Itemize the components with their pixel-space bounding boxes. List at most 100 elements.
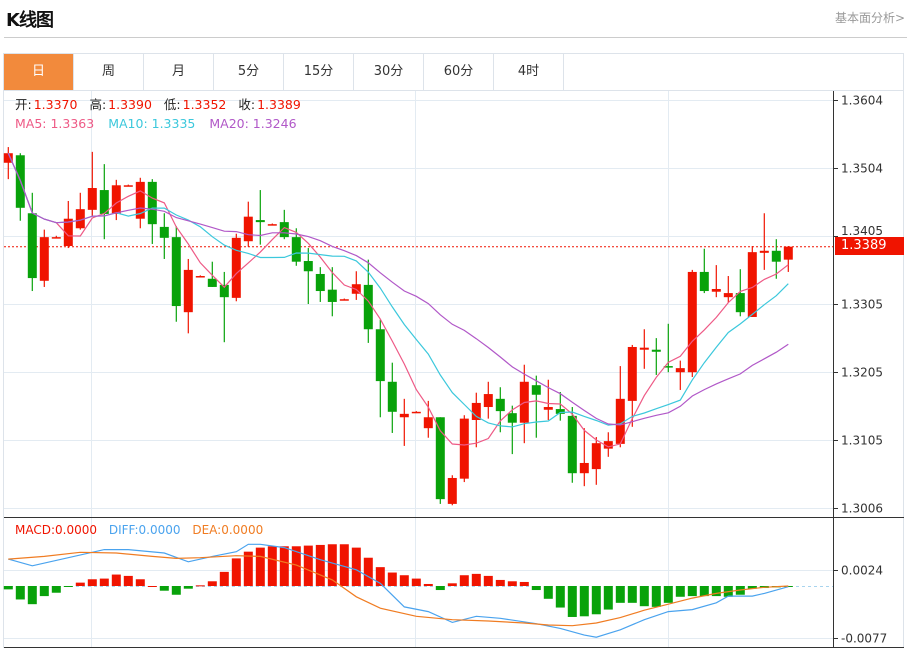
macd-bar <box>243 551 253 586</box>
fundamental-analysis-link[interactable]: 基本面分析> <box>834 11 905 25</box>
diff-line <box>8 543 789 638</box>
candle <box>555 392 565 421</box>
macd-bar <box>39 586 49 597</box>
period-tabs: 日 周 月 5分 15分 30分 60分 4时 <box>4 54 904 91</box>
candle <box>315 267 325 302</box>
candle <box>327 267 337 317</box>
candle <box>75 192 85 230</box>
candle-body <box>219 284 229 298</box>
candle <box>591 437 601 485</box>
candle <box>159 213 169 259</box>
candle <box>459 415 469 483</box>
candle-body <box>111 185 121 214</box>
macd-legend: MACD:0.0000 DIFF:0.0000 DEA:0.0000 <box>15 522 265 538</box>
candle <box>411 411 421 414</box>
candle-body <box>375 329 385 382</box>
candle-body <box>699 271 709 292</box>
macd-bar <box>615 586 625 603</box>
candle-body <box>87 188 97 210</box>
tab-day[interactable]: 日 <box>4 54 74 90</box>
candle <box>483 381 493 419</box>
candle-body <box>435 417 445 500</box>
macd-bar <box>495 579 505 586</box>
tab-60min[interactable]: 60分 <box>424 54 494 90</box>
candle <box>99 164 109 240</box>
macd-bar <box>339 544 349 586</box>
tab-4hour[interactable]: 4时 <box>494 54 564 90</box>
candle-body <box>447 477 457 504</box>
candle <box>231 233 241 302</box>
tab-month[interactable]: 月 <box>144 54 214 90</box>
tab-5min[interactable]: 5分 <box>214 54 284 90</box>
macd-bar <box>567 586 577 617</box>
diff-value: DIFF:0.0000 <box>108 523 181 537</box>
tab-15min[interactable]: 15分 <box>284 54 354 90</box>
macd-bar <box>531 586 541 591</box>
page-title: K线图 <box>6 10 54 31</box>
macd-tick-label: -0.0077 <box>841 632 887 646</box>
candle-body <box>591 443 601 470</box>
macd-bar <box>279 546 289 586</box>
candle <box>759 213 769 270</box>
candle <box>675 360 685 390</box>
candle-body <box>195 276 205 278</box>
candle-body <box>99 190 109 214</box>
candle <box>639 329 649 369</box>
ma5-legend: MA5: 1.3363 <box>15 116 95 131</box>
close-label: 收: <box>238 97 256 112</box>
candle-body <box>183 269 193 313</box>
candle <box>711 265 721 298</box>
macd-bar <box>411 578 421 586</box>
candle-body <box>579 462 589 474</box>
macd-bar <box>123 575 133 586</box>
macd-bar <box>459 575 469 586</box>
macd-bar <box>423 583 433 586</box>
candle-body <box>543 407 553 410</box>
macd-bar <box>255 547 265 586</box>
candle-body <box>63 218 73 247</box>
macd-bar <box>63 586 73 587</box>
candle-body <box>171 237 181 307</box>
candle <box>207 261 217 287</box>
macd-bar <box>663 586 673 603</box>
macd-bar <box>87 579 97 586</box>
macd-bar <box>435 586 445 591</box>
candle-body <box>123 185 133 187</box>
candle <box>771 239 781 279</box>
ohlc-legend: 开: 1.3370 高: 1.3390 低: 1.3352 收: 1.3389 <box>15 97 309 113</box>
candle-body <box>555 409 565 414</box>
macd-bar <box>687 586 697 597</box>
candle-body <box>27 213 37 279</box>
candle-body <box>291 237 301 262</box>
dea-value: DEA:0.0000 <box>192 523 264 537</box>
tab-30min[interactable]: 30分 <box>354 54 424 90</box>
candle-body <box>147 181 157 225</box>
low-value: 1.3352 <box>182 97 227 112</box>
tab-week[interactable]: 周 <box>74 54 144 90</box>
macd-bar <box>3 586 13 590</box>
candle <box>531 375 541 438</box>
open-label: 开: <box>15 97 32 112</box>
candle-body <box>327 289 337 302</box>
macd-bar <box>447 583 457 586</box>
candle <box>219 271 229 343</box>
candle <box>735 269 745 317</box>
macd-bar <box>555 586 565 608</box>
candle-body <box>675 368 685 373</box>
candle <box>447 475 457 506</box>
macd-bar <box>267 546 277 586</box>
macd-bar <box>543 586 553 599</box>
candle <box>495 387 505 433</box>
candle-body <box>75 209 85 229</box>
candle-body <box>507 413 517 423</box>
ma20-legend: MA20: 1.3246 <box>209 116 297 131</box>
macd-bar <box>195 585 205 587</box>
macd-value: MACD:0.0000 <box>15 523 98 537</box>
candle-body <box>243 216 253 242</box>
candle-body <box>159 226 169 238</box>
price-tick-label: 1.3105 <box>841 434 883 448</box>
candle <box>39 229 49 287</box>
candle-body <box>663 366 673 368</box>
chart-panel <box>3 53 904 648</box>
